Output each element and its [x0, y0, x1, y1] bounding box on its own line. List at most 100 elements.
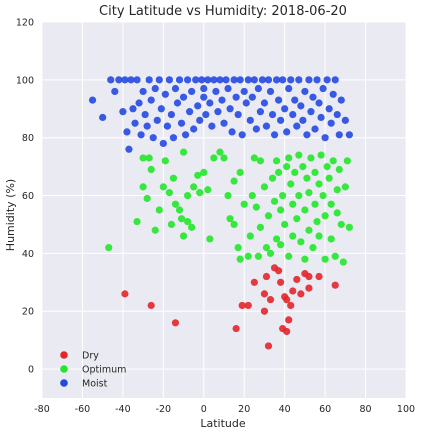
data-point-optimum [343, 157, 351, 165]
data-point-moist [258, 76, 267, 84]
data-point-optimum [147, 165, 155, 174]
data-point-moist [131, 119, 139, 127]
data-point-moist [305, 76, 313, 84]
y-tick-label: 100 [16, 75, 34, 86]
data-point-moist [173, 99, 182, 107]
data-point-optimum [339, 258, 347, 266]
data-point-optimum [311, 200, 319, 208]
data-point-moist [272, 76, 281, 84]
legend-label-moist: Moist [82, 379, 108, 390]
data-point-moist [184, 76, 192, 84]
data-point-moist [345, 131, 353, 139]
legend-marker-moist [60, 379, 68, 387]
data-point-optimum [327, 200, 335, 208]
data-point-moist [200, 93, 208, 101]
data-point-optimum [301, 255, 309, 263]
data-point-optimum [143, 194, 151, 203]
data-point-optimum [289, 232, 297, 240]
data-point-optimum [270, 197, 279, 205]
data-point-moist [283, 128, 291, 136]
data-point-moist [264, 76, 273, 84]
y-tick-label: 20 [22, 307, 34, 318]
x-tick-label: 40 [279, 404, 291, 415]
legend-label-optimum: Optimum [82, 365, 126, 376]
data-point-optimum [291, 168, 299, 176]
data-point-optimum [236, 255, 244, 263]
data-point-optimum [145, 154, 153, 162]
data-point-moist [242, 99, 250, 107]
data-point-moist [129, 105, 137, 113]
data-point-optimum [234, 244, 242, 252]
data-point-optimum [299, 163, 307, 171]
data-point-dry [266, 296, 275, 304]
data-point-optimum [246, 232, 254, 240]
x-axis-label: Latitude [200, 417, 246, 430]
data-point-optimum [321, 255, 329, 263]
y-tick-label: 0 [28, 365, 34, 376]
data-point-optimum [224, 191, 232, 200]
x-tick-label: -60 [75, 404, 91, 415]
data-point-moist [202, 110, 210, 119]
data-point-optimum [260, 183, 269, 191]
data-point-moist [175, 76, 184, 84]
data-point-dry [305, 272, 313, 281]
data-point-moist [226, 105, 234, 113]
data-point-moist [181, 131, 190, 139]
data-point-optimum [230, 220, 238, 229]
data-point-optimum [196, 189, 204, 197]
data-point-dry [297, 290, 305, 298]
data-point-dry [287, 301, 295, 310]
data-point-optimum [169, 174, 178, 182]
data-point-optimum [303, 174, 311, 182]
data-point-optimum [285, 154, 293, 162]
data-point-moist [135, 99, 143, 107]
data-point-optimum [331, 252, 339, 260]
data-point-moist [157, 105, 165, 113]
data-point-dry [260, 290, 269, 298]
data-point-optimum [297, 238, 305, 246]
data-point-optimum [151, 226, 159, 234]
data-point-moist [159, 139, 167, 148]
data-point-moist [289, 110, 297, 119]
data-point-optimum [281, 220, 289, 229]
data-point-optimum [230, 177, 238, 185]
data-point-moist [234, 110, 242, 119]
data-point-moist [224, 84, 232, 93]
x-tick-label: 100 [397, 404, 415, 415]
data-point-optimum [204, 186, 212, 194]
data-point-moist [127, 76, 135, 84]
data-point-dry [283, 327, 291, 336]
data-points [88, 76, 353, 350]
data-point-dry [244, 301, 252, 310]
data-point-moist [285, 84, 293, 93]
data-point-moist [252, 125, 260, 133]
data-point-moist [155, 76, 163, 84]
data-point-moist [111, 87, 119, 96]
data-point-moist [319, 84, 327, 93]
data-point-optimum [133, 217, 141, 226]
data-point-dry [285, 316, 293, 324]
data-point-moist [186, 108, 194, 116]
data-point-moist [244, 76, 252, 84]
data-point-moist [230, 76, 238, 84]
x-tick-labels: -80 -60 -40 -20 0 20 40 60 80 100 [34, 404, 415, 415]
data-point-moist [177, 119, 186, 127]
data-point-moist [167, 110, 176, 119]
data-point-moist [248, 93, 256, 101]
x-tick-label: 80 [360, 404, 372, 415]
x-tick-label: 0 [201, 404, 207, 415]
data-point-optimum [220, 154, 228, 162]
data-point-optimum [321, 212, 329, 220]
data-point-moist [216, 76, 224, 84]
data-point-optimum [226, 215, 234, 223]
data-point-optimum [139, 154, 147, 162]
data-point-optimum [319, 191, 327, 200]
x-tick-label: -80 [34, 404, 50, 415]
data-point-optimum [264, 212, 273, 220]
data-point-dry [277, 278, 285, 286]
data-point-moist [192, 76, 200, 84]
data-point-dry [171, 319, 180, 327]
data-point-moist [301, 87, 309, 96]
data-point-optimum [277, 206, 285, 214]
